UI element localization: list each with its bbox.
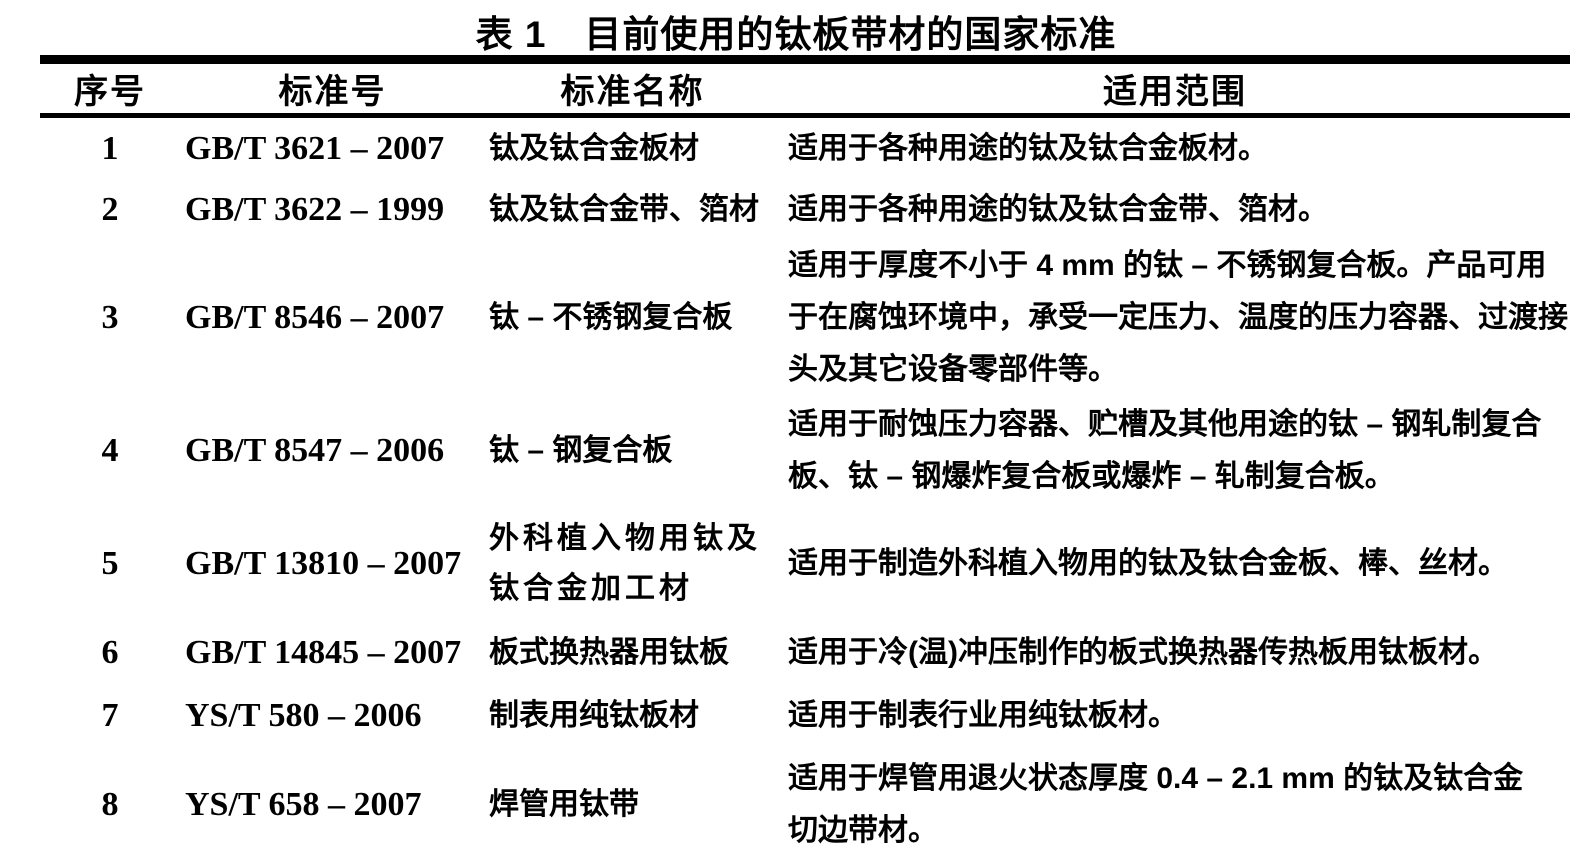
- cell-scope: 适用于制表行业用纯钛板材。: [788, 698, 1178, 732]
- cell-scope: 适用于制造外科植入物用的钛及钛合金板、棒、丝材。: [788, 546, 1508, 580]
- cell-standard-name: 钛 – 不锈钢复合板: [489, 300, 733, 334]
- cell-scope: 适用于冷(温)冲压制作的板式换热器传热板用钛板材。: [788, 635, 1498, 669]
- table-row: 2 GB/T 3622 – 1999 钛及钛合金带、箔材 适用于各种用途的钛及钛…: [40, 180, 1570, 240]
- cell-standard-no: YS/T 658 – 2007: [185, 785, 422, 823]
- table-row: 4 GB/T 8547 – 2006 钛 – 钢复合板 适用于耐蚀压力容器、贮槽…: [40, 396, 1570, 506]
- cell-standard-name: 外科植入物用钛及 钛合金加工材: [489, 521, 761, 605]
- header-standard-name: 标准名称: [560, 73, 705, 111]
- cell-no: 6: [101, 633, 119, 671]
- cell-standard-no: GB/T 13810 – 2007: [185, 544, 462, 582]
- cell-no: 5: [101, 544, 119, 582]
- cell-standard-name: 制表用纯钛板材: [489, 698, 699, 732]
- table-caption: 表 1 目前使用的钛板带材的国家标准: [475, 14, 1117, 55]
- cell-no: 8: [101, 785, 119, 823]
- cell-standard-name: 焊管用钛带: [489, 787, 639, 821]
- standards-table: 序号 标准号 标准名称 适用范围 1 GB/T 3621 – 2007 钛及钛合…: [40, 55, 1570, 862]
- cell-no: 1: [101, 129, 119, 167]
- cell-no: 3: [101, 298, 119, 336]
- table-row: 1 GB/T 3621 – 2007 钛及钛合金板材 适用于各种用途的钛及钛合金…: [40, 116, 1570, 180]
- cell-standard-name: 板式换热器用钛板: [489, 635, 729, 669]
- cell-scope: 适用于耐蚀压力容器、贮槽及其他用途的钛 – 钢轧制复合 板、钛 – 钢爆炸复合板…: [788, 407, 1542, 493]
- cell-standard-no: GB/T 8546 – 2007: [185, 298, 445, 336]
- cell-standard-no: GB/T 3622 – 1999: [185, 190, 445, 228]
- table-row: 7 YS/T 580 – 2006 制表用纯钛板材 适用于制表行业用纯钛板材。: [40, 684, 1570, 748]
- header-standard-no: 标准号: [278, 73, 387, 111]
- header-row: 序号 标准号 标准名称 适用范围: [40, 60, 1570, 116]
- cell-standard-no: GB/T 3621 – 2007: [185, 129, 445, 167]
- cell-no: 7: [101, 696, 119, 734]
- cell-no: 4: [101, 431, 119, 469]
- table-row: 8 YS/T 658 – 2007 焊管用钛带 适用于焊管用退火状态厚度 0.4…: [40, 748, 1570, 862]
- cell-standard-name: 钛及钛合金板材: [489, 131, 699, 165]
- cell-scope: 适用于厚度不小于 4 mm 的钛 – 不锈钢复合板。产品可用 于在腐蚀环境中，承…: [788, 248, 1568, 386]
- table-row: 3 GB/T 8546 – 2007 钛 – 不锈钢复合板 适用于厚度不小于 4…: [40, 240, 1570, 396]
- table-row: 5 GB/T 13810 – 2007 外科植入物用钛及 钛合金加工材 适用于制…: [40, 506, 1570, 622]
- header-no: 序号: [74, 73, 146, 111]
- cell-standard-name: 钛及钛合金带、箔材: [489, 192, 759, 226]
- table-row: 6 GB/T 14845 – 2007 板式换热器用钛板 适用于冷(温)冲压制作…: [40, 622, 1570, 684]
- cell-scope: 适用于焊管用退火状态厚度 0.4 – 2.1 mm 的钛及钛合金 切边带材。: [788, 761, 1524, 847]
- cell-standard-no: GB/T 8547 – 2006: [185, 431, 445, 469]
- header-scope: 适用范围: [1103, 73, 1247, 111]
- cell-standard-no: GB/T 14845 – 2007: [185, 633, 462, 671]
- cell-scope: 适用于各种用途的钛及钛合金板材。: [788, 131, 1268, 165]
- cell-scope: 适用于各种用途的钛及钛合金带、箔材。: [788, 192, 1328, 226]
- cell-standard-no: YS/T 580 – 2006: [185, 696, 422, 734]
- cell-no: 2: [101, 190, 119, 228]
- cell-standard-name: 钛 – 钢复合板: [489, 433, 673, 467]
